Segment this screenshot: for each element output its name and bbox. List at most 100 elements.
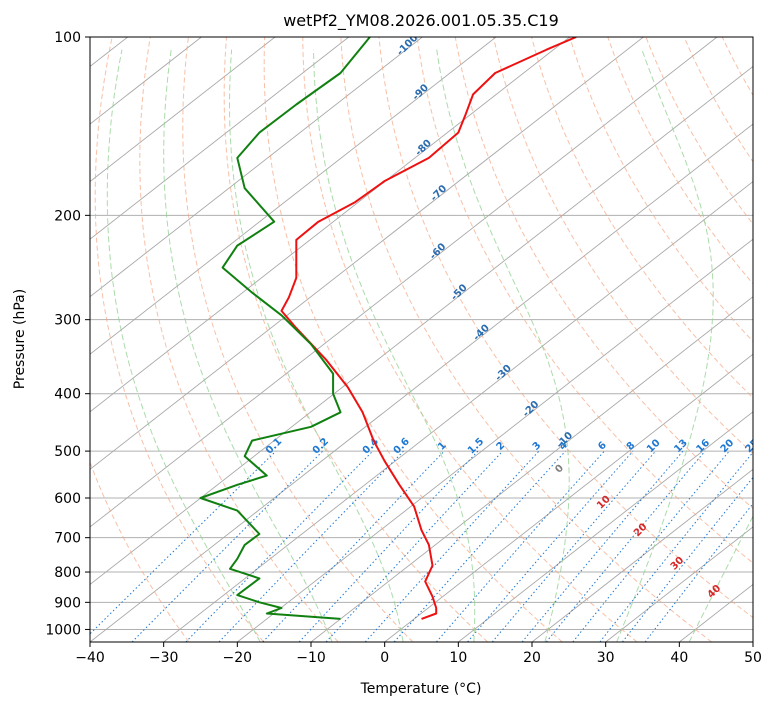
isotherm-label: -30 <box>493 363 514 384</box>
isotherm-line <box>310 296 753 642</box>
y-tick-label: 600 <box>54 491 81 507</box>
isotherm-line <box>163 181 753 642</box>
mixing-ratio-line <box>436 450 605 642</box>
dry-adiabat-line <box>760 37 775 642</box>
mixing-ratio-label: 13 <box>672 437 690 455</box>
dry-adiabat-line <box>340 37 713 642</box>
plot-frame <box>89 36 754 643</box>
moist-adiabat-label: 0 <box>553 463 566 476</box>
y-tick-label: 500 <box>54 444 81 460</box>
moist-adiabat-line <box>106 49 261 642</box>
x-tick-label: −20 <box>223 650 253 666</box>
mixing-ratio-label: 1.5 <box>466 436 486 456</box>
x-tick-label: 10 <box>449 650 467 666</box>
isotherm-line <box>531 468 753 642</box>
isotherm-line <box>90 123 753 642</box>
moist-adiabat-line <box>436 49 570 642</box>
mixing-ratio-label: 20 <box>719 437 737 455</box>
moist-adiabat-label: 40 <box>706 583 724 601</box>
y-tick-label: 900 <box>54 595 81 611</box>
mixing-ratio-line <box>393 450 566 642</box>
dry-adiabat-line <box>263 37 563 642</box>
isotherm-label: -20 <box>521 399 542 420</box>
sounding-profiles <box>199 37 577 620</box>
x-axis-label: Temperature (°C) <box>360 681 482 697</box>
x-axis: −40 −30 −20 −10 0 10 20 30 40 50 <box>75 642 762 666</box>
mixing-ratio-line <box>521 450 684 642</box>
dewpoint-profile <box>199 37 371 620</box>
x-tick-label: −10 <box>296 650 326 666</box>
mixing-ratio-label: 0.6 <box>392 436 412 456</box>
y-axis-label: Pressure (hPa) <box>12 289 28 389</box>
y-tick-label: 400 <box>54 387 81 403</box>
dry-adiabat-line <box>302 37 638 642</box>
isotherm-label: -90 <box>411 82 432 103</box>
moist-adiabat-line <box>688 515 753 642</box>
dry-adiabat-line <box>416 37 753 564</box>
isotherm-line <box>605 526 753 642</box>
moist-adiabat-label: 20 <box>632 521 650 539</box>
mixing-ratio-label: 10 <box>645 437 663 455</box>
chart-title: wetPf2_YM08.2026.001.05.35.C19 <box>283 11 559 31</box>
moist-adiabat-label: 10 <box>595 494 613 512</box>
dry-adiabat-line <box>378 37 753 619</box>
moist-adiabat-line <box>313 49 476 642</box>
mixing-ratio-line <box>218 450 404 642</box>
mixing-ratio-line <box>185 450 374 642</box>
y-tick-label: 100 <box>54 30 81 46</box>
isotherm-label: -40 <box>471 323 492 344</box>
dry-adiabat-line <box>223 37 488 642</box>
moist-adiabat-line <box>616 49 714 642</box>
y-axis: 100 200 300 400 500 600 700 800 900 1000 <box>45 30 90 638</box>
y-tick-label: 700 <box>54 531 81 547</box>
isotherm-line <box>90 37 276 183</box>
isotherm-line <box>90 37 571 413</box>
dry-adiabat-line <box>90 460 190 642</box>
isotherm-label: -10 <box>555 430 576 451</box>
isotherm-label: -50 <box>449 282 470 303</box>
background-lines <box>90 37 775 642</box>
x-tick-label: 0 <box>380 650 389 666</box>
x-tick-label: −30 <box>149 650 179 666</box>
isotherm-line <box>384 353 753 642</box>
dry-adiabat-line <box>182 37 414 642</box>
isotherm-line <box>237 238 753 642</box>
x-tick-label: −40 <box>75 650 105 666</box>
mixing-ratio-line <box>90 450 277 635</box>
mixing-ratio-label: 30 <box>764 437 775 455</box>
x-tick-label: 30 <box>597 650 615 666</box>
isotherm-line <box>90 37 718 528</box>
mixing-ratio-line <box>622 476 753 642</box>
isotherm-label: -60 <box>428 241 449 262</box>
mixing-ratio-line <box>364 450 540 642</box>
isotherm-line <box>90 37 423 298</box>
dry-adiabat-line <box>607 37 753 285</box>
mixing-ratio-line <box>572 450 730 642</box>
mixing-ratio-line <box>599 451 753 642</box>
dry-adiabat-line <box>94 37 264 642</box>
x-tick-label: 40 <box>670 650 688 666</box>
isotherm-line <box>90 37 497 355</box>
mixing-ratio-label: 0.4 <box>361 436 381 456</box>
mixing-ratio-label: 0.2 <box>311 436 331 456</box>
isotherm-line <box>90 37 350 240</box>
moist-adiabat-label: 30 <box>669 555 687 573</box>
isotherm-line <box>458 411 753 642</box>
y-tick-label: 1000 <box>45 622 81 638</box>
mixing-ratio-label: 25 <box>743 437 761 455</box>
dry-adiabat-line <box>454 37 753 509</box>
mixing-ratio-line <box>545 450 706 642</box>
temperature-profile <box>280 37 577 620</box>
reference-labels: 0.10.20.40.611.52346810131620253036-100-… <box>264 33 775 601</box>
mixing-ratio-line <box>644 502 753 642</box>
mixing-ratio-label: 0.1 <box>264 436 284 456</box>
mixing-ratio-line <box>131 450 324 642</box>
x-tick-label: 20 <box>523 650 541 666</box>
mixing-ratio-label: 16 <box>695 437 713 455</box>
y-tick-label: 800 <box>54 565 81 581</box>
isotherm-line <box>679 583 753 642</box>
isotherm-label: -100 <box>395 33 421 59</box>
y-tick-label: 300 <box>54 313 81 329</box>
isotherm-line <box>90 37 644 470</box>
